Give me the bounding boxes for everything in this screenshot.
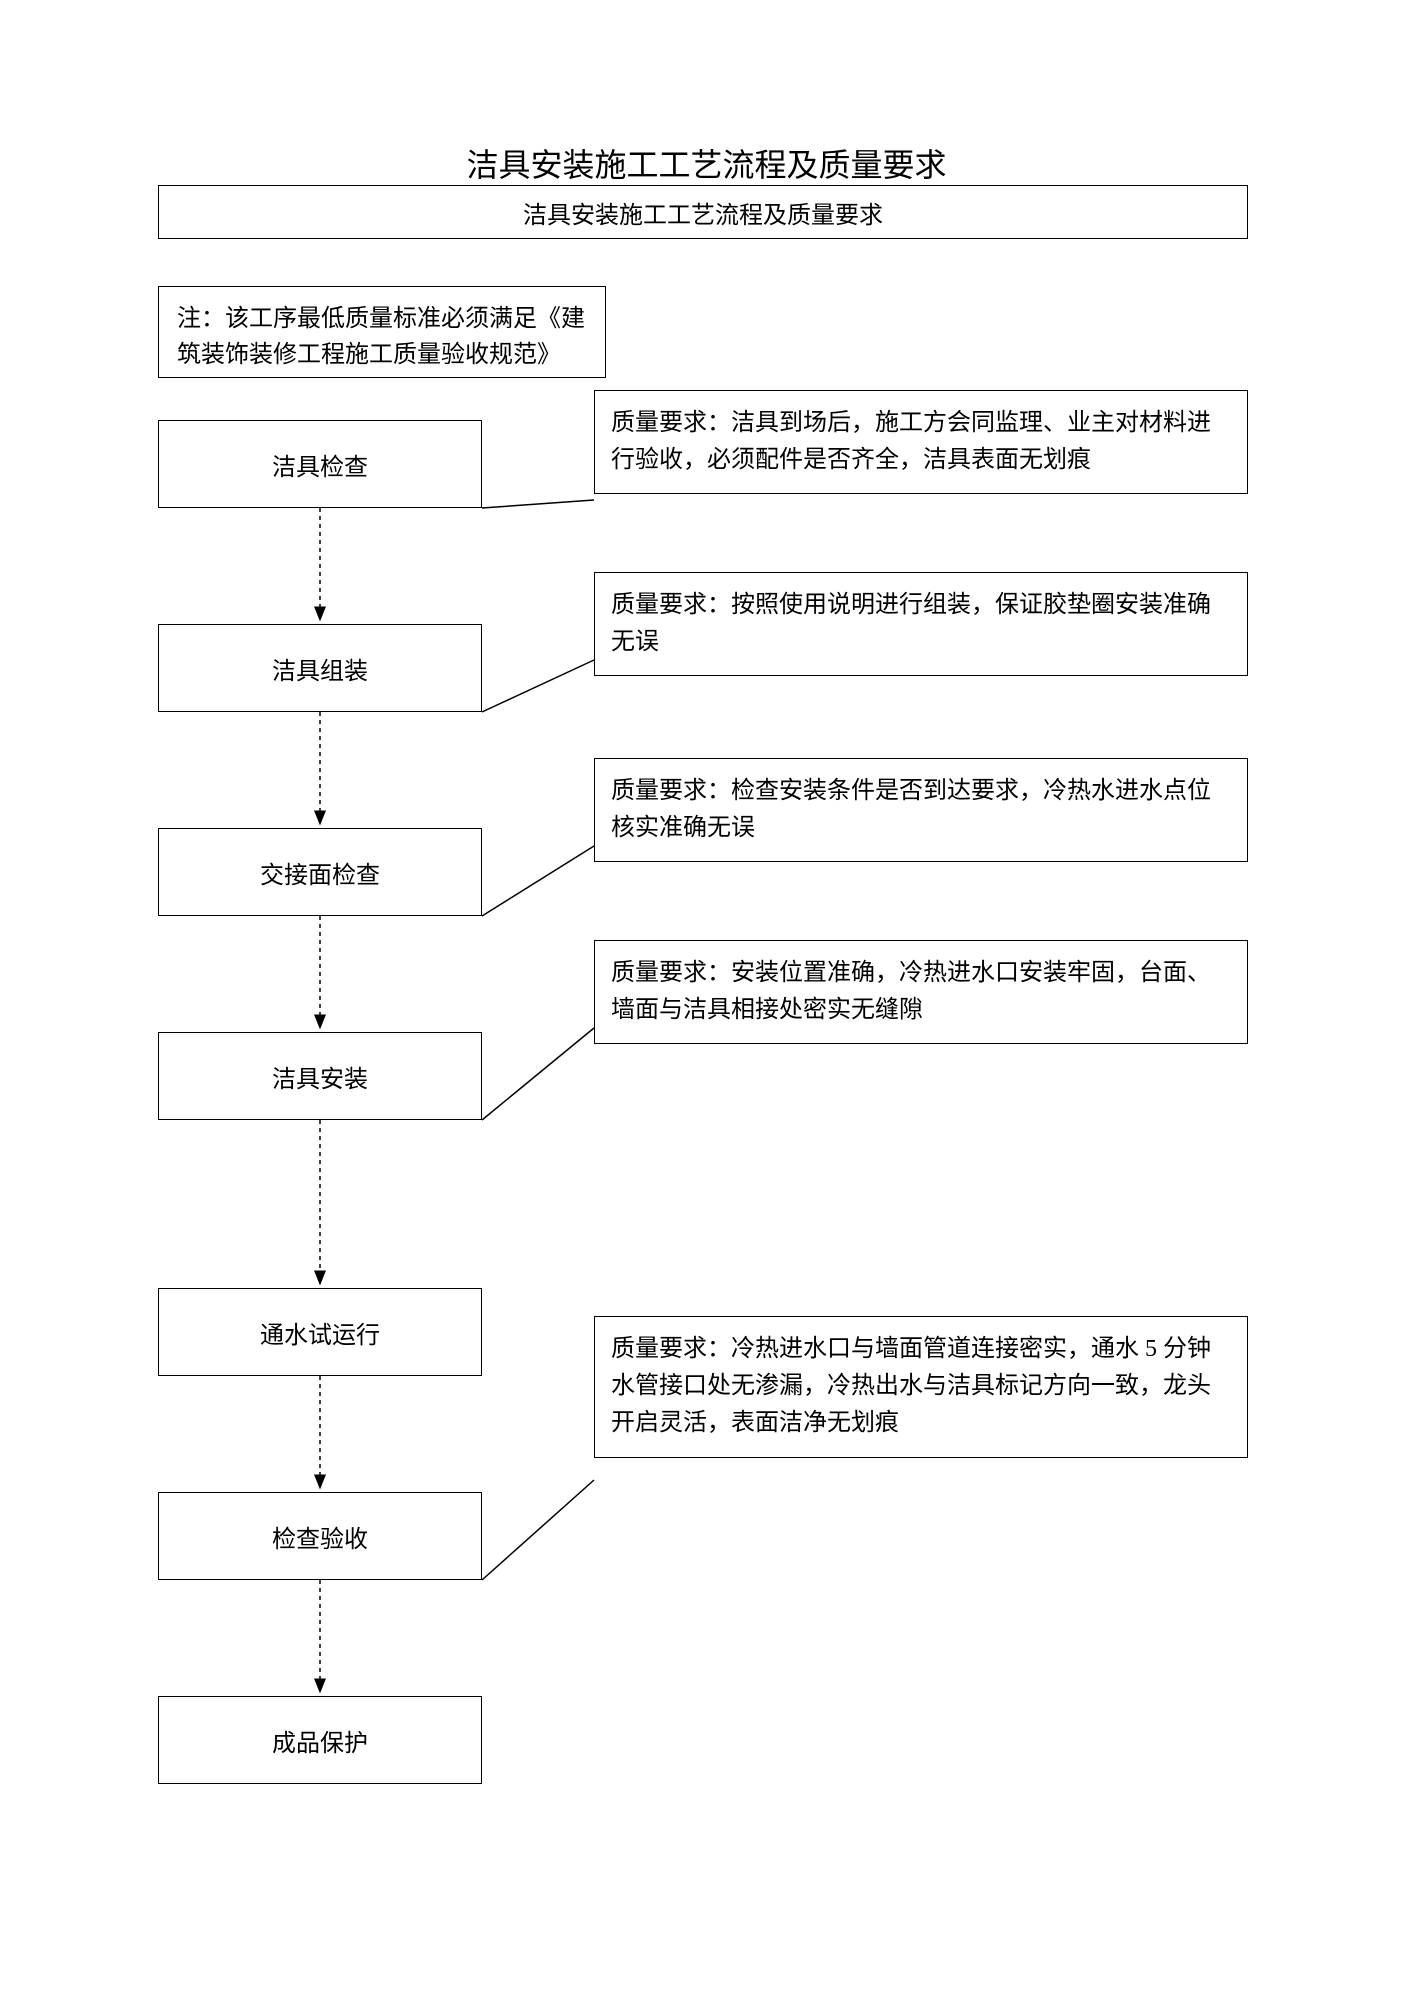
- process-step-5-label: 通水试运行: [260, 1315, 380, 1350]
- quality-box-4: 质量要求：安装位置准确，冷热进水口安装牢固，台面、墙面与洁具相接处密实无缝隙: [594, 940, 1248, 1044]
- process-step-2: 洁具组装: [158, 624, 482, 712]
- quality-box-2: 质量要求：按照使用说明进行组装，保证胶垫圈安装准确无误: [594, 572, 1248, 676]
- quality-box-3: 质量要求：检查安装条件是否到达要求，冷热水进水点位核实准确无误: [594, 758, 1248, 862]
- process-step-4-label: 洁具安装: [272, 1059, 368, 1094]
- process-step-6-label: 检查验收: [272, 1519, 368, 1554]
- page-title: 洁具安装施工工艺流程及质量要求: [0, 140, 1413, 186]
- note-box: 注：该工序最低质量标准必须满足《建筑装饰装修工程施工质量验收规范》: [158, 286, 606, 378]
- quality-text-5: 质量要求：冷热进水口与墙面管道连接密实，通水 5 分钟水管接口处无渗漏，冷热出水…: [611, 1336, 1211, 1436]
- process-step-7-label: 成品保护: [272, 1723, 368, 1758]
- header-box: 洁具安装施工工艺流程及质量要求: [158, 185, 1248, 239]
- quality-text-3: 质量要求：检查安装条件是否到达要求，冷热水进水点位核实准确无误: [611, 778, 1211, 841]
- header-text: 洁具安装施工工艺流程及质量要求: [523, 195, 883, 230]
- quality-text-1: 质量要求：洁具到场后，施工方会同监理、业主对材料进行验收，必须配件是否齐全，洁具…: [611, 410, 1211, 473]
- process-step-5: 通水试运行: [158, 1288, 482, 1376]
- quality-box-5: 质量要求：冷热进水口与墙面管道连接密实，通水 5 分钟水管接口处无渗漏，冷热出水…: [594, 1316, 1248, 1458]
- process-step-2-label: 洁具组装: [272, 651, 368, 686]
- quality-text-4: 质量要求：安装位置准确，冷热进水口安装牢固，台面、墙面与洁具相接处密实无缝隙: [611, 960, 1211, 1023]
- note-text: 注：该工序最低质量标准必须满足《建筑装饰装修工程施工质量验收规范》: [177, 306, 585, 368]
- process-step-3: 交接面检查: [158, 828, 482, 916]
- process-step-6: 检查验收: [158, 1492, 482, 1580]
- process-step-1: 洁具检查: [158, 420, 482, 508]
- process-step-3-label: 交接面检查: [260, 855, 380, 890]
- process-step-7: 成品保护: [158, 1696, 482, 1784]
- process-step-1-label: 洁具检查: [272, 447, 368, 482]
- process-step-4: 洁具安装: [158, 1032, 482, 1120]
- quality-text-2: 质量要求：按照使用说明进行组装，保证胶垫圈安装准确无误: [611, 592, 1211, 655]
- quality-box-1: 质量要求：洁具到场后，施工方会同监理、业主对材料进行验收，必须配件是否齐全，洁具…: [594, 390, 1248, 494]
